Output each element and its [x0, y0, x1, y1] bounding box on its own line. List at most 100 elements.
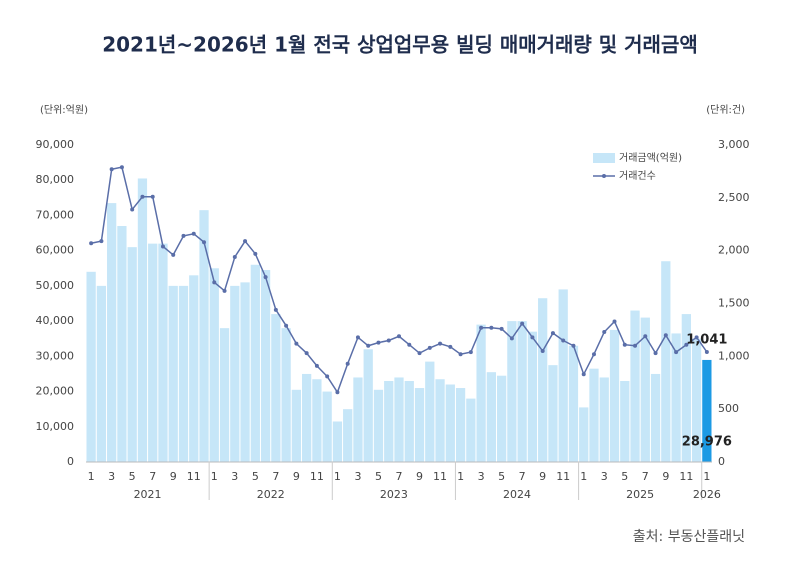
line-marker: [674, 350, 679, 355]
bar: [230, 285, 240, 462]
line-marker: [612, 319, 617, 324]
line-marker: [253, 251, 258, 256]
line-marker: [263, 275, 268, 280]
line-marker: [653, 351, 658, 356]
y2-tick-label: 1,000: [718, 349, 750, 362]
line-marker: [530, 335, 535, 340]
bar: [209, 268, 219, 462]
value-label: 28,976: [682, 435, 732, 450]
line-marker: [191, 231, 196, 236]
y-tick-label: 50,000: [36, 279, 75, 292]
y2-tick-label: 2,500: [718, 191, 750, 204]
bar: [322, 391, 332, 462]
line-marker: [119, 165, 124, 170]
line-marker: [284, 323, 289, 328]
x-tick-label: 1: [211, 470, 218, 483]
line-marker: [591, 352, 596, 357]
y2-tick-label: 1,500: [718, 297, 750, 310]
bar: [394, 377, 404, 462]
line-marker: [458, 352, 463, 357]
line-marker: [704, 350, 709, 355]
line-marker: [140, 194, 145, 199]
line-marker: [509, 336, 514, 341]
line-marker: [622, 342, 627, 347]
x-tick-label: 7: [642, 470, 649, 483]
line-marker: [633, 343, 638, 348]
line-marker: [489, 325, 494, 330]
bar: [271, 314, 281, 462]
line-marker: [397, 334, 401, 339]
line-marker: [663, 333, 668, 338]
year-label: 2025: [626, 488, 654, 501]
x-tick-label: 1: [580, 470, 587, 483]
line-marker: [684, 342, 689, 347]
bar: [158, 243, 168, 462]
bar: [312, 379, 322, 462]
bar: [250, 264, 260, 462]
bar: [178, 285, 189, 462]
line-marker: [550, 331, 555, 336]
line-marker: [427, 345, 432, 350]
x-tick-label: 3: [478, 470, 485, 483]
bar: [455, 388, 466, 462]
line-marker: [160, 244, 165, 249]
bar: [609, 329, 620, 462]
bar: [425, 361, 435, 462]
x-tick-label: 9: [662, 470, 669, 483]
x-tick-label: 7: [272, 470, 279, 483]
line-marker: [130, 207, 135, 212]
bar: [589, 368, 599, 462]
y2-tick-label: 500: [718, 402, 739, 415]
line-marker: [294, 341, 299, 346]
line-marker: [694, 335, 699, 340]
y-tick-label: 30,000: [36, 349, 75, 362]
bar: [414, 388, 425, 462]
bar: [496, 375, 507, 462]
line-marker: [581, 372, 586, 377]
bar: [476, 324, 486, 462]
x-tick-label: 1: [88, 470, 95, 483]
bar: [599, 377, 609, 462]
line-marker: [376, 340, 381, 345]
bar: [630, 310, 640, 462]
line-marker: [438, 341, 443, 346]
legend-swatch: [602, 174, 606, 178]
line-marker: [222, 288, 227, 293]
x-tick-label: 11: [310, 470, 324, 483]
year-label: 2022: [257, 488, 285, 501]
line-marker: [571, 343, 576, 348]
y-tick-label: 90,000: [36, 138, 75, 151]
line-marker: [150, 194, 155, 199]
x-tick-label: 9: [293, 470, 300, 483]
bar: [620, 380, 630, 462]
bar: [199, 210, 209, 462]
line-marker: [304, 351, 309, 356]
x-tick-label: 9: [539, 470, 546, 483]
bar: [568, 345, 579, 462]
y-tick-label: 80,000: [36, 173, 75, 186]
bar: [343, 409, 353, 462]
bar: [86, 271, 96, 462]
line-marker: [181, 233, 186, 238]
line-marker: [386, 338, 391, 343]
bar: [137, 178, 148, 462]
y-unit: (단위:억원): [40, 103, 88, 116]
bar: [640, 317, 650, 462]
line-marker: [325, 374, 330, 379]
y-tick-label: 40,000: [36, 314, 75, 327]
bar: [538, 298, 548, 462]
bar: [661, 261, 671, 462]
legend-label: 거래건수: [619, 170, 656, 182]
bar: [548, 365, 558, 462]
line-marker: [468, 350, 473, 355]
bar: [291, 389, 302, 462]
line-marker: [355, 335, 360, 340]
x-tick-label: 11: [187, 470, 201, 483]
x-tick-label: 1: [334, 470, 341, 483]
bar: [650, 373, 661, 462]
x-tick-label: 5: [498, 470, 505, 483]
bar: [681, 314, 691, 462]
bar: [404, 380, 414, 462]
bar: [486, 372, 496, 462]
bar: [363, 349, 373, 462]
